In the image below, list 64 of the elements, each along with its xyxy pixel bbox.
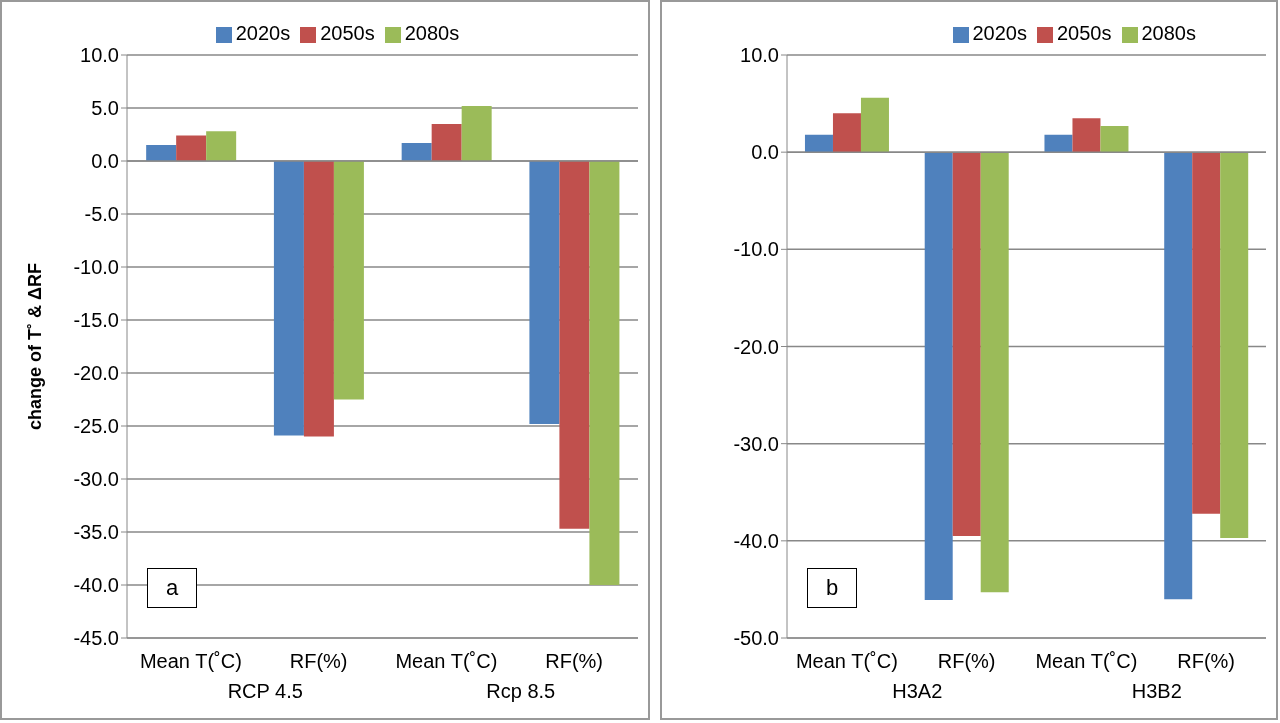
y-tick-label: -30.0: [733, 432, 779, 455]
bar: [461, 105, 492, 161]
text: H3B2: [1131, 680, 1182, 702]
bar: [401, 142, 432, 161]
legend-label: 2080s: [404, 22, 460, 44]
x-tick-label: RF(%): [1177, 650, 1236, 672]
bar: [146, 145, 177, 161]
y-tick-label: -20.0: [733, 335, 779, 358]
bar: [431, 123, 462, 161]
legend-label: 2020s: [972, 22, 1027, 44]
y-axis-title: change of T˚ & ΔRF: [25, 263, 46, 430]
y-tick-label: -20.0: [73, 362, 119, 385]
bar: [589, 161, 620, 585]
legend-label: 2050s: [320, 22, 375, 44]
panel-label-box: b: [807, 568, 858, 608]
y-tick-label: -10.0: [733, 238, 779, 261]
bar: [1192, 152, 1221, 514]
bar: [176, 135, 207, 161]
legend-label: 2020s: [235, 22, 291, 44]
y-tick-label: 10.0: [80, 44, 119, 67]
y-tick-label: -40.0: [73, 574, 119, 597]
bar: [804, 134, 833, 153]
x-tick-label: Mean T(˚C): [795, 650, 898, 672]
text: Rcp 8.5: [486, 680, 556, 702]
x-tick-label: Mean T(˚C): [139, 650, 242, 672]
x-tick-label: RF(%): [545, 650, 604, 672]
text: RCP 4.5: [227, 680, 303, 702]
text: H3A2: [892, 680, 943, 702]
bar: [980, 152, 1009, 593]
bar: [860, 97, 889, 153]
y-tick-label: -30.0: [73, 468, 119, 491]
bar: [529, 161, 560, 424]
bar: [924, 152, 953, 601]
bar: [1044, 134, 1073, 153]
bar: [303, 161, 334, 437]
y-tick-label: 5.0: [91, 97, 119, 120]
panel-label-box: a: [147, 568, 198, 608]
x-tick-label: RF(%): [289, 650, 348, 672]
bar: [1072, 118, 1101, 153]
y-tick-label: -40.0: [733, 529, 779, 552]
bar: [1220, 152, 1249, 538]
x-tick-label: Mean T(˚C): [1035, 650, 1138, 672]
bar: [273, 161, 304, 436]
y-tick-label: -5.0: [84, 203, 119, 226]
y-tick-label: 0.0: [751, 141, 779, 164]
bar: [1164, 152, 1193, 600]
bar: [559, 161, 590, 529]
y-tick-label: -10.0: [73, 256, 119, 279]
x-tick-label: Mean T(˚C): [395, 650, 498, 672]
x-tick-label: RF(%): [937, 650, 996, 672]
bar: [333, 161, 364, 400]
y-tick-label: -45.0: [73, 627, 119, 650]
y-tick-label: -50.0: [733, 627, 779, 650]
y-tick-label: 10.0: [740, 44, 779, 67]
bar: [1100, 125, 1129, 153]
y-tick-label: -15.0: [73, 309, 119, 332]
y-tick-label: -35.0: [73, 521, 119, 544]
y-tick-label: -25.0: [73, 415, 119, 438]
bar: [832, 113, 861, 153]
legend-label: 2050s: [1057, 22, 1112, 44]
y-tick-label: 0.0: [91, 150, 119, 173]
bar: [206, 131, 237, 161]
legend-label: 2080s: [1141, 22, 1196, 44]
bar: [952, 152, 981, 536]
